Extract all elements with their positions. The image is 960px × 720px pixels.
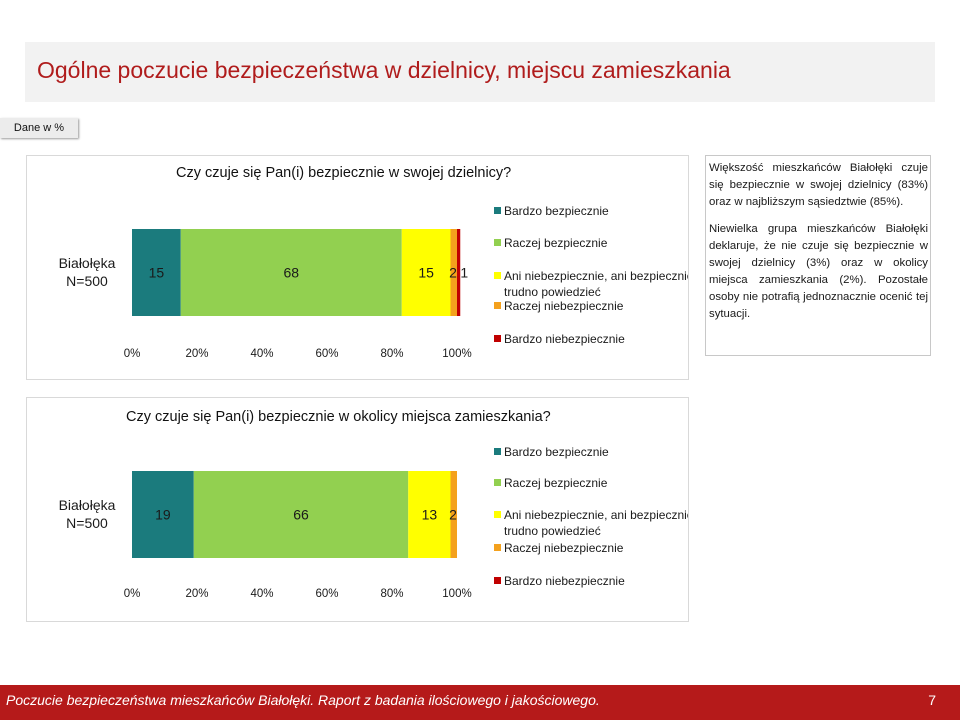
legend-swatch: [494, 577, 501, 584]
bar-segment: [450, 471, 457, 558]
legend-label: Bardzo bezpiecznie: [504, 204, 609, 218]
commentary-paragraph: Niewielka grupa mieszkańców Białołęki de…: [709, 223, 928, 320]
bar-segment: [193, 471, 409, 558]
data-label: 68: [283, 265, 299, 281]
bar-segment: [408, 471, 451, 558]
legend-label: Bardzo niebezpiecznie: [504, 574, 625, 588]
legend-label: Raczej niebezpiecznie: [504, 299, 624, 313]
bar-segment: [180, 229, 402, 316]
tick-label: 100%: [442, 348, 471, 360]
legend-label: Ani niebezpiecznie, ani bezpiecznie,: [504, 508, 688, 522]
legend-swatch: [494, 239, 501, 246]
tick-label: 20%: [185, 348, 208, 360]
footer-bar: [0, 685, 960, 720]
legend-label: Bardzo niebezpiecznie: [504, 332, 625, 346]
bar-segment: [132, 471, 194, 558]
bar-segment: [457, 229, 461, 316]
page-number: 7: [928, 692, 936, 708]
legend-swatch: [494, 448, 501, 455]
legend-swatch: [494, 207, 501, 214]
legend-swatch: [494, 302, 501, 309]
legend-label: trudno powiedzieć: [504, 524, 601, 538]
tick-label: 40%: [250, 588, 273, 600]
legend-swatch: [494, 272, 501, 279]
chart-title: Czy czuje się Pan(i) bezpiecznie w swoje…: [176, 165, 512, 181]
tick-label: 60%: [315, 588, 338, 600]
data-label: 2: [449, 265, 457, 281]
title-band: [25, 42, 935, 102]
category-label: Białołęka: [59, 255, 116, 271]
tick-label: 40%: [250, 348, 273, 360]
legend-swatch: [494, 511, 501, 518]
legend-swatch: [494, 335, 501, 342]
data-label: 15: [149, 265, 165, 281]
tick-label: 80%: [380, 348, 403, 360]
bar-segment: [450, 229, 457, 316]
legend-swatch: [494, 479, 501, 486]
tick-label: 80%: [380, 588, 403, 600]
commentary-box: Większość mieszkańców Białołęki czuje si…: [705, 155, 931, 356]
page-title: Ogólne poczucie bezpieczeństwa w dzielni…: [37, 57, 731, 83]
chart-district: Białołęka N=500 15 68 15 2 1 0% 20% 40% 60% 80% 100%…: [59, 204, 688, 360]
legend-label: Ani niebezpiecznie, ani bezpiecznie,: [504, 269, 688, 283]
bar-segment: [132, 229, 181, 316]
data-label: 2: [449, 507, 457, 523]
tick-label: 60%: [315, 348, 338, 360]
data-label: 15: [418, 265, 434, 281]
chart-panel-neighbourhood: Czy czuje się Pan(i) bezpiecznie w okoli…: [26, 397, 689, 622]
category-label: N=500: [66, 515, 108, 531]
legend-label: Raczej bezpiecznie: [504, 476, 608, 490]
tick-label: 0%: [124, 348, 141, 360]
legend-label: Raczej niebezpiecznie: [504, 541, 624, 555]
legend-swatch: [494, 544, 501, 551]
legend-label: Bardzo bezpiecznie: [504, 445, 609, 459]
footer-text: Poczucie bezpieczeństwa mieszkańców Biał…: [6, 692, 600, 708]
chart-title: Czy czuje się Pan(i) bezpiecznie w okoli…: [126, 409, 551, 425]
commentary-paragraph: Większość mieszkańców Białołęki czuje si…: [709, 162, 928, 208]
tick-label: 20%: [185, 588, 208, 600]
chart-panel-district: Czy czuje się Pan(i) bezpiecznie w swoje…: [26, 155, 689, 380]
data-label: 19: [155, 507, 171, 523]
category-label: Białołęka: [59, 497, 116, 513]
data-label: 13: [422, 507, 438, 523]
data-label: 66: [293, 507, 309, 523]
units-tag: Dane w %: [0, 118, 78, 138]
legend-label: trudno powiedzieć: [504, 285, 601, 299]
legend-label: Raczej bezpiecznie: [504, 236, 608, 250]
tick-label: 100%: [442, 588, 471, 600]
tick-label: 0%: [124, 588, 141, 600]
data-label: 1: [460, 265, 468, 281]
category-label: N=500: [66, 273, 108, 289]
bar-segment: [401, 229, 451, 316]
